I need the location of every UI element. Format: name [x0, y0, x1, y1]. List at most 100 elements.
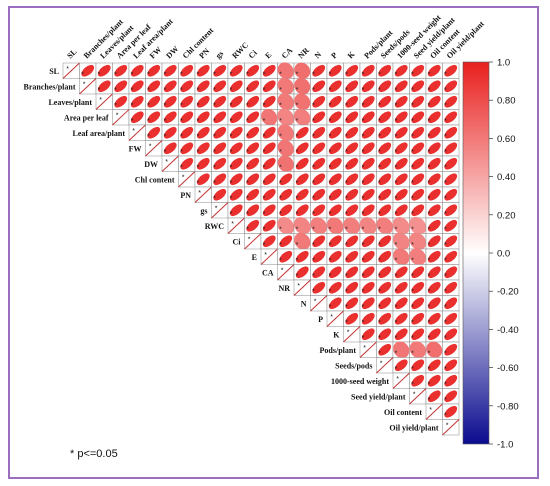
diagonal-line	[326, 310, 344, 327]
correlation-ellipse	[411, 173, 425, 186]
significance-star: *	[329, 149, 332, 156]
significance-star: *	[279, 226, 282, 233]
significance-star: *	[411, 335, 414, 342]
significance-star: *	[246, 211, 249, 218]
colorbar-tick-label: 0.40	[497, 172, 516, 183]
significance-star: *	[444, 273, 447, 280]
significance-star: *	[263, 118, 266, 125]
significance-star: *	[444, 319, 447, 326]
significance-star: *	[428, 195, 431, 202]
correlation-ellipse	[361, 312, 375, 325]
correlation-ellipse	[411, 157, 425, 170]
significance-star: *	[395, 273, 398, 280]
significance-star: *	[312, 257, 315, 264]
significance-star: *	[246, 118, 249, 125]
correlation-ellipse	[427, 126, 441, 139]
correlation-ellipse	[444, 157, 458, 170]
significance-star: *	[428, 211, 431, 218]
significance-star: *	[147, 71, 150, 78]
significance-star: *	[230, 180, 233, 187]
significance-star: *	[164, 102, 167, 109]
correlation-ellipse	[345, 188, 359, 201]
significance-star: *	[378, 350, 381, 357]
correlation-ellipse	[394, 297, 408, 310]
significance-star: *	[197, 71, 200, 78]
significance-star: *	[345, 71, 348, 78]
correlation-ellipse	[147, 64, 161, 77]
correlation-ellipse	[163, 126, 177, 139]
significance-star: *	[428, 102, 431, 109]
significance-star: *	[329, 180, 332, 187]
row-label: DW	[144, 160, 158, 169]
significance-star: *	[296, 195, 299, 202]
correlation-ellipse	[394, 266, 408, 279]
correlation-ellipse	[378, 173, 392, 186]
correlation-ellipse	[361, 142, 375, 155]
significance-star: *	[428, 304, 431, 311]
significance-star: *	[411, 319, 414, 326]
diagonal-line	[310, 295, 328, 312]
significance-star: *	[444, 335, 447, 342]
significance-star: *	[213, 195, 216, 202]
correlation-ellipse	[394, 142, 408, 155]
significance-star: *	[213, 102, 216, 109]
correlation-ellipse	[361, 266, 375, 279]
correlation-ellipse	[295, 157, 309, 170]
correlation-ellipse	[213, 188, 227, 201]
significance-star: *	[329, 102, 332, 109]
correlation-ellipse	[163, 80, 177, 93]
diagonal-line	[277, 264, 295, 281]
significance-star: *	[413, 392, 416, 399]
significance-star: *	[428, 226, 431, 233]
significance-star: *	[345, 118, 348, 125]
significance-star: *	[345, 180, 348, 187]
correlation-ellipse	[328, 173, 342, 186]
correlation-ellipse	[409, 248, 426, 266]
significance-star: *	[395, 164, 398, 171]
colorbar-tick-label: 1.0	[497, 58, 510, 69]
correlation-ellipse	[262, 235, 276, 248]
significance-star: *	[395, 71, 398, 78]
column-label: gs	[214, 49, 225, 60]
correlation-ellipse	[328, 142, 342, 155]
correlation-ellipse	[345, 312, 359, 325]
correlation-ellipse	[361, 95, 375, 108]
correlation-ellipse	[328, 250, 342, 263]
significance-star: *	[180, 102, 183, 109]
correlation-ellipse	[378, 250, 392, 263]
correlation-ellipse	[411, 111, 425, 124]
significance-star: *	[263, 226, 266, 233]
correlation-ellipse	[147, 95, 161, 108]
significance-star: *	[330, 314, 333, 321]
correlation-ellipse	[279, 173, 293, 186]
row-label: Chl content	[135, 175, 175, 184]
significance-star: *	[132, 128, 135, 135]
correlation-ellipse	[312, 80, 326, 93]
significance-star: *	[378, 180, 381, 187]
column-label: Ci	[247, 48, 260, 61]
correlation-ellipse	[378, 95, 392, 108]
significance-star: *	[180, 133, 183, 140]
significance-star: *	[98, 87, 101, 94]
significance-star: *	[362, 211, 365, 218]
correlation-ellipse	[392, 216, 410, 235]
correlation-ellipse	[261, 108, 278, 126]
significance-star: *	[395, 211, 398, 218]
correlation-ellipse	[394, 126, 408, 139]
significance-star: *	[378, 226, 381, 233]
correlation-ellipse	[394, 95, 408, 108]
significance-star: *	[411, 195, 414, 202]
significance-star: *	[378, 102, 381, 109]
significance-star: *	[180, 71, 183, 78]
significance-star: *	[230, 133, 233, 140]
significance-star: *	[197, 164, 200, 171]
correlation-ellipse	[262, 204, 276, 217]
significance-star: *	[428, 381, 431, 388]
correlation-ellipse	[444, 188, 458, 201]
correlation-ellipse	[262, 157, 276, 170]
correlation-ellipse	[279, 250, 293, 263]
correlation-ellipse	[427, 188, 441, 201]
row-label: FW	[129, 144, 142, 153]
significance-star: *	[296, 133, 299, 140]
row-label: Leaves/plant	[48, 98, 92, 107]
